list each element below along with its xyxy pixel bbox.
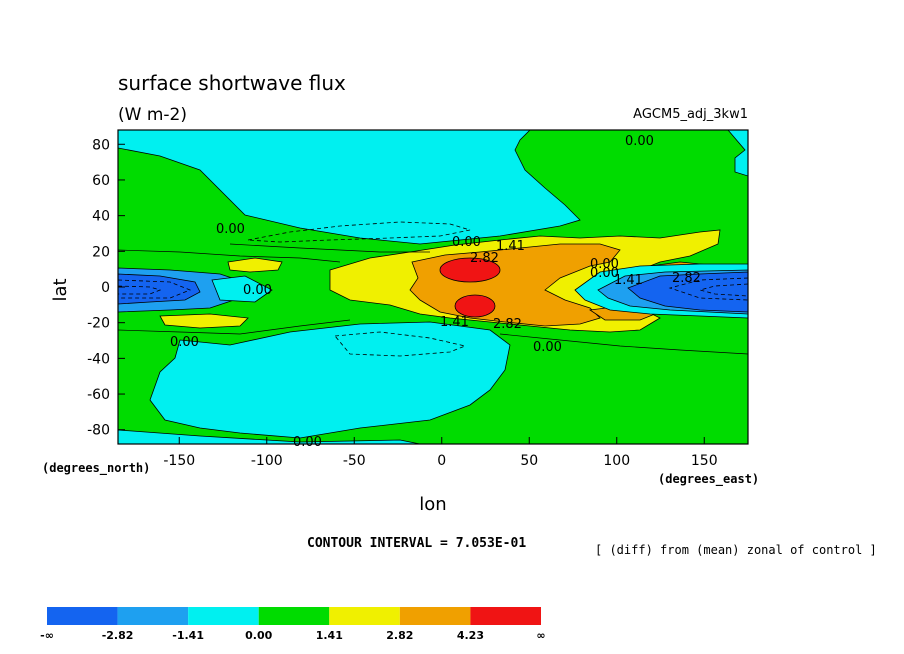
- contour-line-south-ribbon: [499, 333, 748, 355]
- contour-labels: 0.00 0.00 0.00 1.41 2.82 0.00 1.41 2.82 …: [170, 134, 701, 450]
- colorbar-label: 1.41: [316, 629, 343, 642]
- colorbar-label: 0.00: [245, 629, 272, 642]
- region-yellow-west-north: [227, 257, 283, 273]
- x-tick-label: 50: [520, 453, 538, 469]
- region-red-north: [439, 257, 501, 283]
- x-tick-label: 100: [603, 453, 630, 469]
- diff-note: [ (diff) from (mean) zonal of control ]: [595, 543, 877, 557]
- y-units: (degrees_north): [42, 461, 150, 476]
- x-tick-label: -50: [343, 453, 366, 469]
- colorbar-swatch: [47, 607, 118, 625]
- x-units: (degrees_east): [658, 472, 759, 487]
- colorbar-swatch: [399, 607, 471, 625]
- region-north-cyan: [118, 130, 581, 245]
- contour-label: 0.00: [452, 235, 481, 250]
- dashed-contour-south: [334, 331, 467, 357]
- y-tick-label: 60: [92, 173, 110, 189]
- y-tick-label: 40: [92, 209, 110, 225]
- contour-label: 1.41: [496, 239, 525, 254]
- x-tick-label: 0: [437, 453, 446, 469]
- y-tick-label: 0: [101, 280, 110, 296]
- colorbar-swatch: [470, 607, 541, 625]
- colorbar-swatch: [188, 607, 259, 625]
- region-yellow-west-south: [159, 313, 249, 329]
- y-tick-label: -20: [87, 316, 110, 332]
- x-tick-label: -150: [163, 453, 195, 469]
- region-west-blue: [118, 273, 201, 305]
- y-axis-label: lat: [50, 278, 71, 301]
- colorbar-label: -∞: [40, 629, 54, 642]
- colorbar-swatch: [329, 607, 400, 625]
- contour-label: 2.82: [470, 251, 499, 266]
- region-red-south: [454, 294, 496, 318]
- contour-label: 2.82: [493, 317, 522, 332]
- region-east-blue: [627, 271, 748, 313]
- y-tick-label: -80: [87, 423, 110, 439]
- contour-label: 1.41: [440, 315, 469, 330]
- contour-line-north-band: [118, 249, 341, 263]
- colorbar-label: 4.23: [457, 629, 484, 642]
- y-tick-label: 20: [92, 244, 110, 260]
- x-axis: -150 -100 -50 0 50 100 150: [163, 437, 718, 469]
- contour-label: 0.00: [243, 283, 272, 298]
- contour-line-north-ribbon: [229, 243, 430, 253]
- contour-interval: CONTOUR INTERVAL = 7.053E-01: [307, 536, 526, 551]
- y-axis: 80 60 40 20 0 -20 -40 -60 -80: [87, 137, 125, 439]
- chart-title: surface shortwave flux: [118, 71, 346, 95]
- colorbar-swatch: [258, 607, 330, 625]
- x-tick-label: -100: [251, 453, 283, 469]
- region-south-edge-cyan: [118, 429, 421, 444]
- contour-label: 0.00: [216, 222, 245, 237]
- dashed-contour-west-2: [118, 285, 162, 295]
- region-south-cyan: [149, 321, 511, 439]
- y-tick-label: 80: [92, 137, 110, 153]
- x-axis-label: lon: [419, 494, 446, 515]
- y-tick-label: -60: [87, 387, 110, 403]
- contour-label: 1.41: [614, 273, 643, 288]
- colorbar-label: ∞: [536, 629, 545, 642]
- contour-line-south-band: [118, 319, 351, 335]
- x-tick-label: 150: [691, 453, 718, 469]
- chart-units: (W m-2): [118, 105, 187, 125]
- colorbar-label: 2.82: [386, 629, 413, 642]
- colorbar-label: -2.82: [102, 629, 134, 642]
- contour-label: 0.00: [293, 435, 322, 450]
- dashed-contour-east-2: [698, 283, 748, 297]
- dashed-contour-west-1: [118, 279, 192, 299]
- y-tick-label: -40: [87, 351, 110, 367]
- colorbar-swatch: [117, 607, 189, 625]
- dataset-label: AGCM5_adj_3kw1: [633, 107, 748, 122]
- dashed-contour-east-1: [668, 277, 748, 301]
- contour-label: 0.00: [533, 340, 562, 355]
- region-west-cyan-notch: [211, 275, 273, 303]
- colorbar: -∞ -2.82 -1.41 0.00 1.41 2.82 4.23 ∞: [40, 607, 546, 642]
- contour-label: 0.00: [625, 134, 654, 149]
- contour-label: 0.00: [590, 257, 619, 272]
- colorbar-label: -1.41: [172, 629, 204, 642]
- contour-label: 0.00: [170, 335, 199, 350]
- plot-area: [118, 130, 748, 444]
- dashed-contour-north: [247, 221, 471, 243]
- contour-label: 2.82: [672, 271, 701, 286]
- region-north-east-cyan: [727, 130, 748, 177]
- contour-label: 0.00: [590, 266, 619, 281]
